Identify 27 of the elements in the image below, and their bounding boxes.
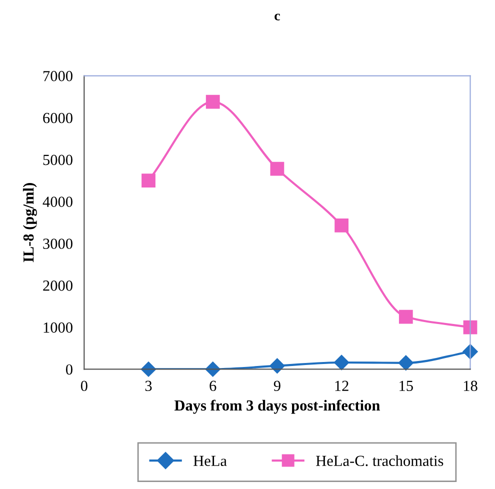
point: [334, 218, 348, 232]
point: [270, 162, 284, 176]
y-tick-label: 0: [66, 364, 72, 375]
y-tick-label: 1000: [44, 322, 72, 333]
x-tick-label: 12: [335, 380, 348, 391]
x-tick-label: 6: [210, 380, 216, 392]
x-tick-label: 0: [80, 380, 88, 392]
y-axis-title: IL-8 (pg/ml): [22, 183, 37, 262]
point: [142, 174, 156, 188]
legend-label: HeLa: [194, 456, 227, 466]
y-tick-label: 7000: [43, 70, 72, 82]
point: [334, 354, 350, 370]
point: [398, 355, 414, 370]
x-tick-label: 3: [145, 380, 152, 392]
x-tick-label: 18: [464, 380, 478, 392]
legend-label: HeLa-C. trachomatis: [316, 455, 444, 466]
chart-title: c: [274, 14, 280, 20]
x-axis-title: Days from 3 days post-infection: [174, 400, 380, 414]
y-tick-label: 6000: [43, 112, 72, 124]
y-tick-label: 2000: [43, 280, 72, 291]
y-tick-label: 5000: [43, 154, 72, 166]
x-tick-label: 15: [400, 380, 413, 392]
point: [206, 94, 220, 109]
x-tick-label: 9: [274, 380, 280, 392]
y-tick-label: 4000: [42, 196, 72, 207]
point: [398, 310, 413, 324]
y-tick-label: 3000: [43, 238, 72, 249]
